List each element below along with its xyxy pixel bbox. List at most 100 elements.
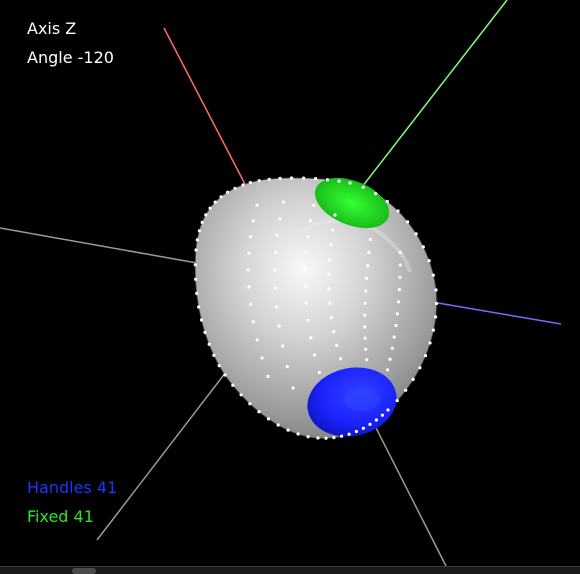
axis-neutral-line xyxy=(96,371,227,541)
vertex-dot xyxy=(226,190,230,194)
bottom-scrollbar[interactable] xyxy=(0,566,580,574)
vertex-dot xyxy=(217,364,221,368)
vertex-dot xyxy=(251,320,255,324)
vertex-dot xyxy=(195,291,199,295)
mesh-ridge xyxy=(298,218,412,273)
vertex-dot xyxy=(332,436,336,440)
handles-count-label: Handles 41 xyxy=(27,478,118,497)
fixed-count-label: Fixed 41 xyxy=(27,507,94,526)
vertex-dot xyxy=(398,263,402,267)
vertex-dot xyxy=(296,432,300,436)
vertex-dot xyxy=(278,176,282,180)
vertex-dot xyxy=(361,426,365,430)
vertex-dot xyxy=(325,178,330,182)
vertex-dot xyxy=(219,195,223,199)
vertex-dot xyxy=(340,434,344,438)
axis-x-line xyxy=(163,27,248,189)
axis-z-line xyxy=(431,301,562,325)
vertex-dot xyxy=(348,181,352,185)
angle-label: Angle -120 xyxy=(27,48,114,67)
vertex-dot xyxy=(317,370,321,375)
vertex-dot xyxy=(397,288,401,292)
vertex-dot xyxy=(395,312,399,316)
vertex-dot xyxy=(281,200,286,204)
vertex-dot xyxy=(276,423,280,427)
vertex-dot xyxy=(390,346,394,350)
vertex-dot xyxy=(291,386,295,390)
vertex-dot xyxy=(386,408,390,412)
vertex-dot xyxy=(274,250,278,255)
vertex-dot xyxy=(427,259,431,263)
vertex-dot xyxy=(223,373,227,377)
vertex-dot xyxy=(380,413,384,417)
vertex-dot xyxy=(314,177,318,181)
fixed-region[interactable] xyxy=(308,168,397,238)
vertex-dot xyxy=(249,302,253,306)
vertex-dot xyxy=(374,418,378,422)
vertex-dot xyxy=(257,410,261,414)
axis-neutral-line xyxy=(0,227,198,264)
vertex-dot xyxy=(398,275,402,279)
vertex-dot xyxy=(392,335,396,339)
vertex-dot xyxy=(251,219,255,223)
vertex-dot xyxy=(368,237,372,241)
vertex-dot xyxy=(394,323,398,328)
vertex-dot xyxy=(197,229,201,233)
vertex-dot xyxy=(281,344,285,348)
vertex-dot xyxy=(328,301,332,305)
vertex-dot xyxy=(306,318,310,322)
vertex-dot xyxy=(327,272,331,276)
vertex-dot xyxy=(367,251,371,255)
vertex-dot xyxy=(309,336,313,340)
vertex-dot xyxy=(304,301,308,305)
vertex-dot xyxy=(303,284,307,288)
vertex-dot xyxy=(241,183,245,187)
vertex-dot xyxy=(434,288,438,292)
vertex-dot xyxy=(247,285,251,289)
vertex-dot xyxy=(248,235,253,239)
scrollbar-thumb[interactable] xyxy=(72,568,96,574)
vertex-dot xyxy=(332,330,336,334)
vertex-dot xyxy=(364,289,368,293)
vertex-dot xyxy=(418,366,422,370)
vertex-dot xyxy=(431,328,435,332)
vertex-dot xyxy=(398,250,402,255)
vertex-dot xyxy=(199,318,204,322)
vertex-dot xyxy=(397,300,401,304)
vertex-dot xyxy=(308,219,313,223)
vertex-dot xyxy=(313,353,317,357)
vertex-dot xyxy=(290,176,294,180)
vertex-dot xyxy=(200,220,204,224)
vertex-dot xyxy=(304,251,308,255)
vertex-dot xyxy=(428,341,432,345)
vertex-dot xyxy=(386,368,390,372)
vertex-dot xyxy=(248,402,252,406)
vertex-dot xyxy=(421,245,425,249)
vertex-dot xyxy=(354,429,358,434)
vertex-dot xyxy=(335,343,339,347)
vertex-dot xyxy=(208,206,212,210)
vertex-dot xyxy=(277,324,281,328)
vertex-dot xyxy=(338,357,342,361)
vertex-dot xyxy=(248,181,252,185)
vertex-dot xyxy=(385,199,389,204)
vertex-dot xyxy=(275,305,279,309)
vertex-dot xyxy=(203,330,207,334)
vertex-dot xyxy=(193,263,197,267)
vertex-dot xyxy=(260,356,264,360)
vertex-dot xyxy=(233,186,237,190)
vertex-dot xyxy=(363,301,367,305)
axis-label: Axis Z xyxy=(27,19,77,38)
vertex-dot xyxy=(213,200,217,204)
handle-region-highlight xyxy=(344,387,380,411)
vertex-dot xyxy=(197,305,201,309)
vertex-dot xyxy=(434,301,439,306)
vertex-dot xyxy=(273,286,277,290)
vertex-dot xyxy=(331,228,335,232)
vertex-dot xyxy=(207,342,211,346)
vertex-dot xyxy=(306,235,310,239)
vertex-dot xyxy=(278,217,282,221)
vertex-dot xyxy=(204,213,208,217)
